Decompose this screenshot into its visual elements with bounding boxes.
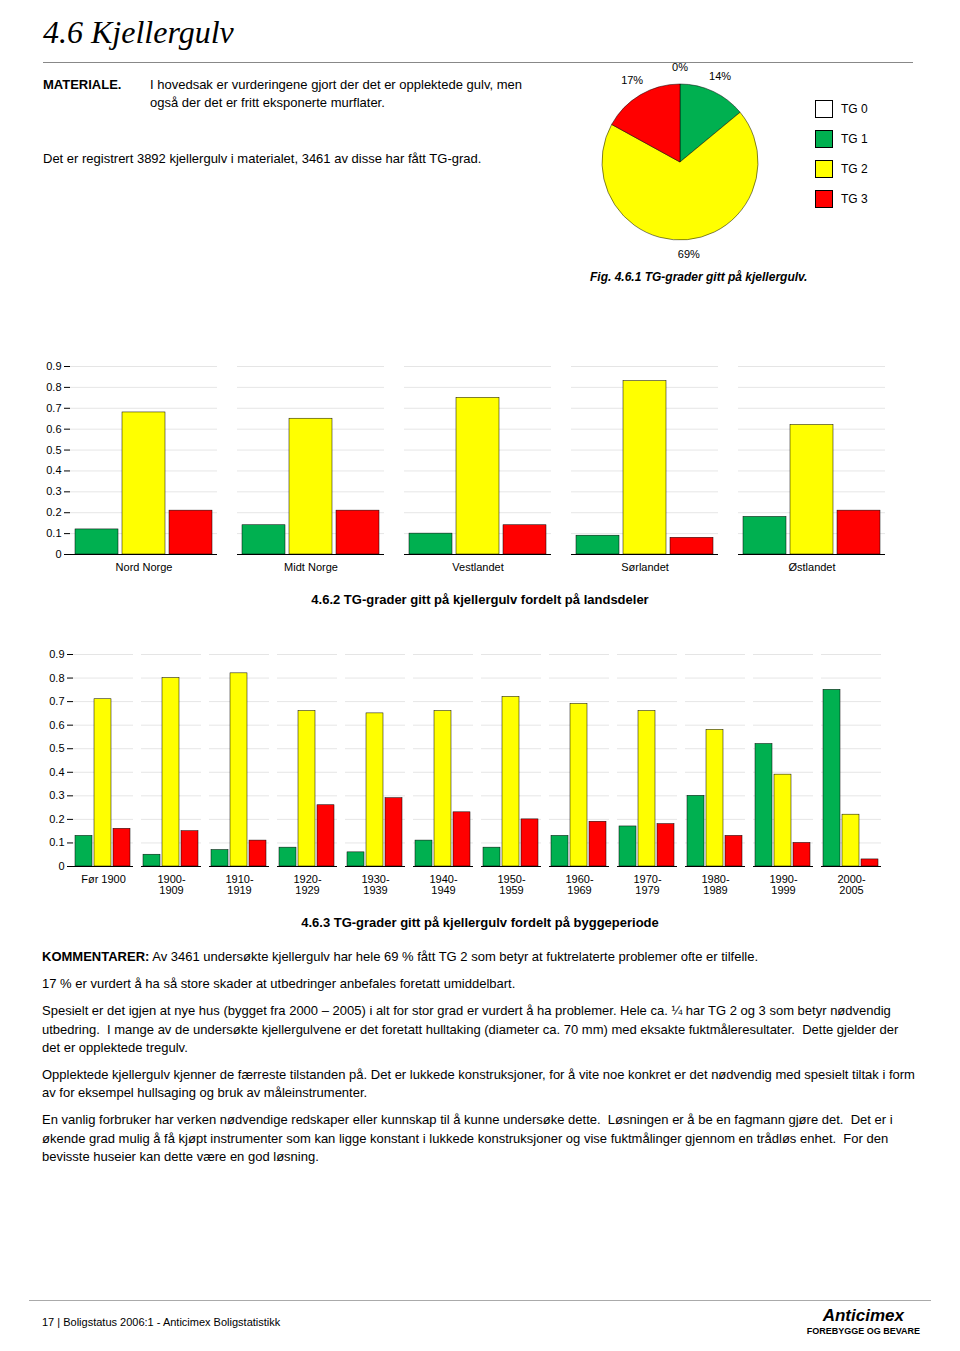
svg-text:0.2: 0.2 <box>46 506 61 518</box>
html-text:TG 3: TG 3 <box>841 192 868 206</box>
svg-text:0.3: 0.3 <box>46 485 61 497</box>
svg-text:1920-1929: 1920-1929 <box>293 873 321 896</box>
svg-text:0: 0 <box>55 548 61 560</box>
svg-text:2000-2005: 2000-2005 <box>837 873 865 896</box>
html-text:Opplektede kjellergulv kjenner: Opplektede kjellergulv kjenner de færres… <box>42 1066 915 1101</box>
html-text:Det er registrert 3892 kjeller: Det er registrert 3892 kjellergulv i mat… <box>43 151 482 166</box>
svg-text:Midt Norge: Midt Norge <box>284 561 338 573</box>
svg-text:1940-1949: 1940-1949 <box>429 873 457 896</box>
html-text:FOREBYGGE OG BEVARE: FOREBYGGE OG BEVARE <box>806 1326 920 1336</box>
svg-text:0.8: 0.8 <box>49 672 64 684</box>
svg-text:0.5: 0.5 <box>46 444 61 456</box>
html-text:4.6.2 TG-grader gitt på kjelle: 4.6.2 TG-grader gitt på kjellergulv ford… <box>311 592 649 607</box>
html-text:TG 0: TG 0 <box>841 102 868 116</box>
html-text:Fig. 4.6.1 TG-grader gitt på k: Fig. 4.6.1 TG-grader gitt på kjellergulv… <box>590 270 808 284</box>
svg-text:0.5: 0.5 <box>49 742 64 754</box>
svg-text:17%: 17% <box>621 74 643 86</box>
svg-text:Sørlandet: Sørlandet <box>621 561 669 573</box>
svg-text:0.9: 0.9 <box>49 648 64 660</box>
svg-text:0.6: 0.6 <box>46 423 61 435</box>
svg-text:14%: 14% <box>709 70 731 82</box>
svg-text:1990-1999: 1990-1999 <box>769 873 797 896</box>
html-text:En vanlig forbruker har verken: En vanlig forbruker har verken nødvendig… <box>42 1112 893 1164</box>
svg-text:0.7: 0.7 <box>46 402 61 414</box>
svg-text:0.1: 0.1 <box>46 527 61 539</box>
html-text:4.6.3 TG-grader gitt på kjelle: 4.6.3 TG-grader gitt på kjellergulv ford… <box>301 915 659 930</box>
html-text:TG 2: TG 2 <box>841 162 868 176</box>
html-text:17 | Boligstatus 2006:1 - Anti: 17 | Boligstatus 2006:1 - Anticimex Boli… <box>42 1316 281 1328</box>
html-text:MATERIALE.: MATERIALE. <box>43 77 122 92</box>
svg-text:0.1: 0.1 <box>49 836 64 848</box>
html-text:Anticimex: Anticimex <box>822 1306 904 1325</box>
svg-text:69%: 69% <box>678 248 700 260</box>
svg-text:1950-1959: 1950-1959 <box>497 873 525 896</box>
html-text:17 % er vurdert å ha så store: 17 % er vurdert å ha så store skader at … <box>42 976 516 992</box>
svg-text:1910-1919: 1910-1919 <box>225 873 253 896</box>
svg-text:1930-1939: 1930-1939 <box>361 873 389 896</box>
svg-text:0.7: 0.7 <box>49 695 64 707</box>
svg-text:1900-1909: 1900-1909 <box>157 873 185 896</box>
html-text:4.6 Kjellergulv: 4.6 Kjellergulv <box>43 14 234 50</box>
svg-text:Vestlandet: Vestlandet <box>452 561 503 573</box>
svg-text:1980-1989: 1980-1989 <box>701 873 729 896</box>
svg-text:Nord Norge: Nord Norge <box>116 561 173 573</box>
svg-text:Før 1900: Før 1900 <box>81 873 126 885</box>
html-text:Spesielt er det igjen at nye h: Spesielt er det igjen at nye hus (bygget… <box>42 1003 899 1055</box>
svg-text:1970-1979: 1970-1979 <box>633 873 661 896</box>
svg-text:0: 0 <box>58 860 64 872</box>
svg-text:0%: 0% <box>672 61 688 73</box>
svg-text:0.2: 0.2 <box>49 813 64 825</box>
html-text:I hovedsak er vurderingene gjo: I hovedsak er vurderingene gjort der det… <box>150 77 522 111</box>
svg-text:0.9: 0.9 <box>46 360 61 372</box>
svg-text:0.4: 0.4 <box>49 766 64 778</box>
svg-text:Østlandet: Østlandet <box>788 561 835 573</box>
svg-text:1960-1969: 1960-1969 <box>565 873 593 896</box>
svg-text:0.4: 0.4 <box>46 464 61 476</box>
svg-text:0.8: 0.8 <box>46 381 61 393</box>
html-text:TG 1: TG 1 <box>841 132 868 146</box>
svg-text:0.6: 0.6 <box>49 719 64 731</box>
html-text:KOMMENTARER: Av 3461 undersøkt: KOMMENTARER: Av 3461 undersøkte kjellerg… <box>42 949 758 964</box>
svg-text:0.3: 0.3 <box>49 789 64 801</box>
